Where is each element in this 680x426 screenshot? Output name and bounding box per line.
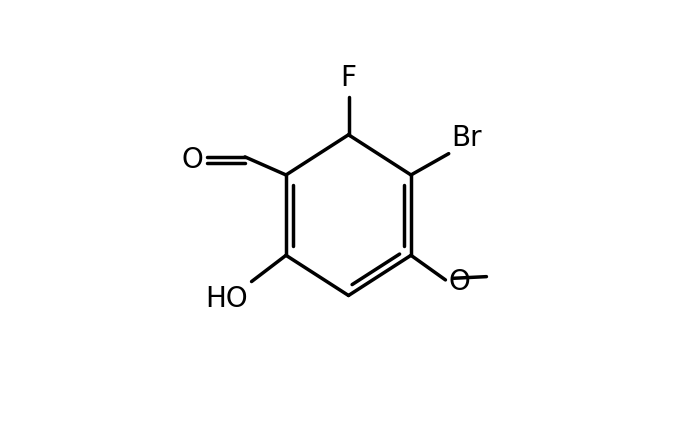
Text: O: O xyxy=(182,146,203,174)
Text: Br: Br xyxy=(452,124,482,152)
Text: F: F xyxy=(341,64,356,92)
Text: HO: HO xyxy=(205,285,248,313)
Text: O: O xyxy=(448,268,470,296)
